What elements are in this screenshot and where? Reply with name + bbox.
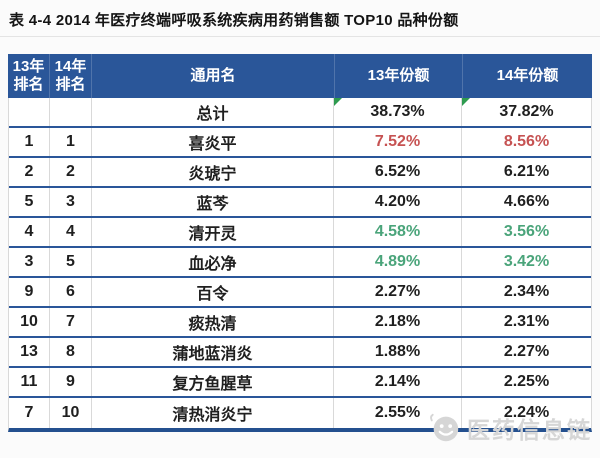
drug-name-cell: 百令 — [92, 278, 334, 306]
share-2013-cell: 2.14% — [334, 368, 462, 396]
total-share-2013-cell: 38.73% — [334, 98, 462, 126]
rank-13-cell: 7 — [9, 398, 50, 428]
table-row: 5 3 蓝芩 4.20% 4.66% — [9, 188, 591, 218]
table-row: 9 6 百令 2.27% 2.34% — [9, 278, 591, 308]
page-title: 表 4-4 2014 年医疗终端呼吸系统疾病用药销售额 TOP10 品种份额 — [0, 0, 600, 37]
rank-13-cell: 11 — [9, 368, 50, 396]
rank-14-cell: 1 — [50, 128, 92, 156]
excel-corner-flag-icon — [334, 98, 342, 106]
rank-14-cell: 8 — [50, 338, 92, 366]
table-row: 13 8 蒲地蓝消炎 1.88% 2.27% — [9, 338, 591, 368]
drug-name-cell: 炎琥宁 — [92, 158, 334, 186]
rank-14-cell: 6 — [50, 278, 92, 306]
share-2014-cell: 2.24% — [503, 404, 550, 421]
share-2013-cell: 2.55% — [334, 398, 462, 428]
drug-name-cell: 血必净 — [92, 248, 334, 276]
watermark-text: 医药信息链 — [467, 417, 592, 443]
share-2014-cell: 2.31% — [503, 313, 550, 330]
rank-13-cell: 1 — [9, 128, 50, 156]
rank-13-cell: 10 — [9, 308, 50, 336]
rank-13-cell: 13 — [9, 338, 50, 366]
rank-14-cell: 4 — [50, 218, 92, 246]
share-2013-cell: 4.89% — [334, 248, 462, 276]
rank-13-cell: 5 — [9, 188, 50, 216]
drug-name-cell: 蒲地蓝消炎 — [92, 338, 334, 366]
share-2013-cell: 6.52% — [334, 158, 462, 186]
drug-name-cell: 蓝芩 — [92, 188, 334, 216]
table-row: 1 1 喜炎平 7.52% 8.56% — [9, 128, 591, 158]
share-2014-cell: 4.66% — [503, 193, 550, 210]
rank-14-cell: 2 — [50, 158, 92, 186]
share-2013-cell: 7.52% — [334, 128, 462, 156]
excel-corner-flag-icon — [462, 98, 470, 106]
share-2013-cell: 4.58% — [334, 218, 462, 246]
total-share-2013-value: 38.73% — [370, 103, 425, 120]
table-row: 2 2 炎琥宁 6.52% 6.21% — [9, 158, 591, 188]
share-2013-cell: 1.88% — [334, 338, 462, 366]
share-2014-cell: 8.56% — [503, 133, 550, 150]
rank-13-cell — [9, 98, 50, 126]
share-2014-cell: 2.25% — [503, 373, 550, 390]
drug-name-cell: 喜炎平 — [92, 128, 334, 156]
share-2013-cell: 2.27% — [334, 278, 462, 306]
share-2014-cell: 6.21% — [503, 163, 550, 180]
share-2014-cell: 3.42% — [503, 253, 550, 270]
rank-14-cell: 5 — [50, 248, 92, 276]
rank-14-cell — [50, 98, 92, 126]
drug-name-cell: 复方鱼腥草 — [92, 368, 334, 396]
share-2014-cell: 3.56% — [503, 223, 550, 240]
header-share-2014: 14年份额 — [496, 67, 559, 84]
share-2013-cell: 2.18% — [334, 308, 462, 336]
table-row: 11 9 复方鱼腥草 2.14% 2.25% — [9, 368, 591, 398]
table-header-row: 13年排名 14年排名 通用名 13年份额 14年份额 — [8, 54, 592, 98]
table-row: 4 4 清开灵 4.58% 3.56% — [9, 218, 591, 248]
rank-14-cell: 7 — [50, 308, 92, 336]
total-share-2014-cell: 37.82% — [462, 98, 591, 126]
table-row: 7 10 清热消炎宁 2.55% 2.24% — [9, 398, 591, 428]
drug-name-cell: 痰热清 — [92, 308, 334, 336]
table-row: 10 7 痰热清 2.18% 2.31% — [9, 308, 591, 338]
total-share-2014-value: 37.82% — [499, 103, 554, 120]
rank-14-cell: 3 — [50, 188, 92, 216]
drug-name-cell: 清开灵 — [92, 218, 334, 246]
share-2013-cell: 4.20% — [334, 188, 462, 216]
watermark: 医药信息链 — [428, 411, 592, 445]
rank-13-cell: 4 — [9, 218, 50, 246]
share-2014-cell: 2.34% — [503, 283, 550, 300]
data-table: 13年排名 14年排名 通用名 13年份额 14年份额 总计 38.73% 37… — [8, 54, 592, 432]
header-rank-2013: 13年排名 — [8, 54, 50, 98]
rank-14-cell: 10 — [50, 398, 92, 428]
header-generic-name: 通用名 — [92, 54, 335, 98]
rank-14-cell: 9 — [50, 368, 92, 396]
header-rank-2014: 14年排名 — [50, 54, 92, 98]
table-body: 1 1 喜炎平 7.52% 8.56% 2 2 炎琥宁 6.52% 6.21% … — [9, 128, 591, 428]
rank-13-cell: 2 — [9, 158, 50, 186]
header-share-2013: 13年份额 — [335, 54, 463, 98]
total-label-cell: 总计 — [92, 98, 334, 126]
rank-13-cell: 9 — [9, 278, 50, 306]
share-2014-cell: 2.27% — [503, 343, 550, 360]
table-row: 3 5 血必净 4.89% 3.42% — [9, 248, 591, 278]
drug-name-cell: 清热消炎宁 — [92, 398, 334, 428]
smiley-face-icon — [430, 413, 459, 442]
total-row: 总计 38.73% 37.82% — [9, 98, 591, 128]
rank-13-cell: 3 — [9, 248, 50, 276]
